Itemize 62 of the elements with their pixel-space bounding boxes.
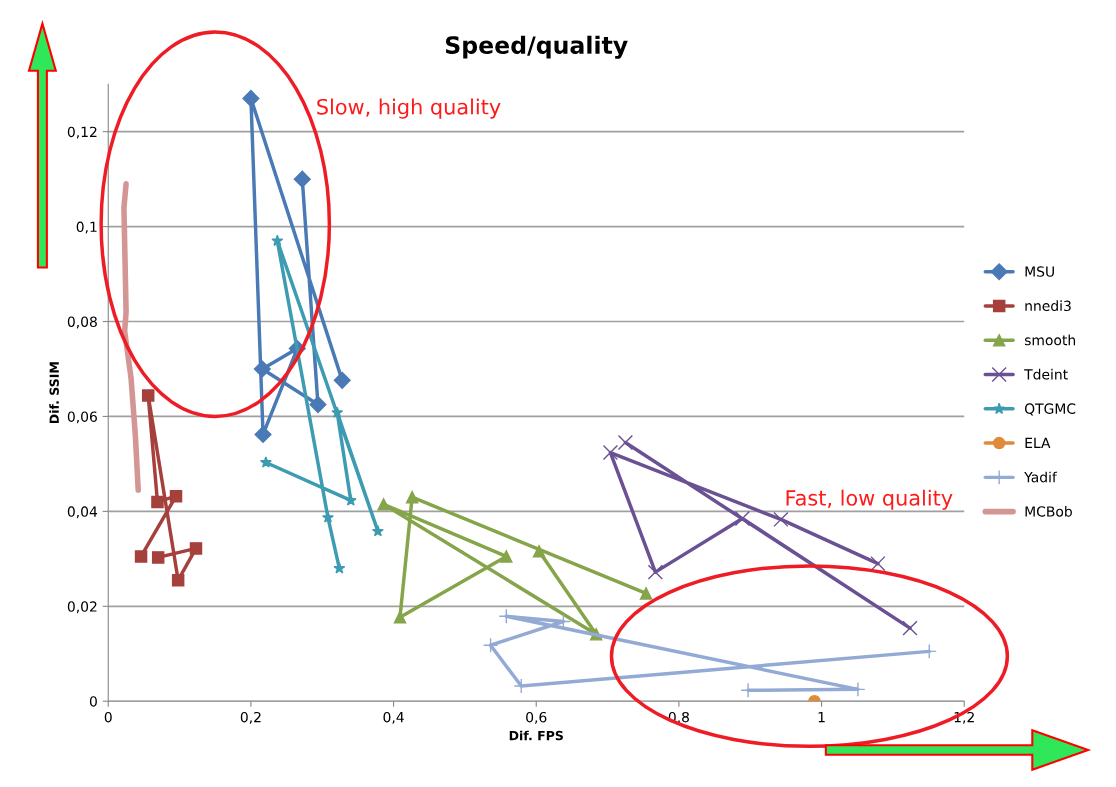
point (902, 620, 918, 636)
point (377, 497, 390, 511)
point (344, 494, 357, 506)
point (333, 562, 346, 574)
legend-label: ELA (1025, 437, 1051, 448)
point (169, 489, 183, 503)
point (293, 170, 311, 188)
point (405, 490, 419, 504)
chart-title: Speed/quality (445, 35, 628, 59)
point (253, 360, 271, 378)
x-tick-label: 1 (818, 712, 825, 723)
point (639, 587, 653, 600)
legend-label: Yadif (1024, 471, 1058, 483)
point (309, 396, 327, 414)
x-tick-label: 0,2 (240, 711, 261, 724)
point (171, 573, 185, 587)
x-tick-label: 0,6 (526, 711, 547, 724)
legend-label: smooth (1024, 334, 1075, 346)
point (734, 510, 751, 527)
y-tick-label: 0,12 (67, 126, 97, 139)
y-tick-label: 0,08 (67, 316, 97, 329)
point (921, 643, 937, 660)
point (151, 551, 165, 564)
point (773, 511, 789, 528)
legend-label: MCBob (1025, 505, 1072, 517)
point (482, 637, 499, 653)
point (498, 608, 514, 624)
point (331, 406, 344, 418)
y-tick-label: 0,04 (67, 506, 98, 519)
point (393, 610, 407, 624)
y-tick-label: 0,06 (67, 411, 97, 424)
point (134, 550, 148, 563)
legend-label: nnedi3 (1025, 300, 1071, 312)
x-tick-label: 0,4 (383, 711, 404, 724)
point (141, 389, 155, 402)
legend-label: Tdeint (1024, 368, 1068, 380)
y-tick-label: 0,1 (76, 221, 97, 234)
annotation: Fast, low quality (786, 489, 953, 510)
point (189, 542, 203, 555)
point (371, 525, 384, 537)
point (617, 434, 634, 451)
y-tick-label: 0 (89, 696, 97, 707)
x-axis-title: Dif. FPS (509, 730, 563, 741)
x-tick-label: 0 (104, 711, 112, 723)
point (321, 511, 334, 523)
point (500, 550, 513, 563)
point (259, 456, 272, 468)
point (271, 234, 284, 247)
point (242, 89, 260, 107)
y-tick-label: 0,02 (67, 601, 97, 614)
point (647, 564, 664, 580)
y-axis-title: Dif. SSIM (49, 362, 59, 424)
point (151, 495, 164, 509)
annotation: Slow, high quality (317, 98, 501, 119)
point (532, 544, 546, 558)
legend-label: MSU (1025, 266, 1054, 277)
legend-label: QTGMC (1024, 403, 1076, 416)
point (333, 371, 351, 389)
x-tick-label: 1,2 (954, 711, 974, 724)
point (602, 444, 619, 461)
point (254, 425, 272, 444)
point (870, 555, 886, 572)
